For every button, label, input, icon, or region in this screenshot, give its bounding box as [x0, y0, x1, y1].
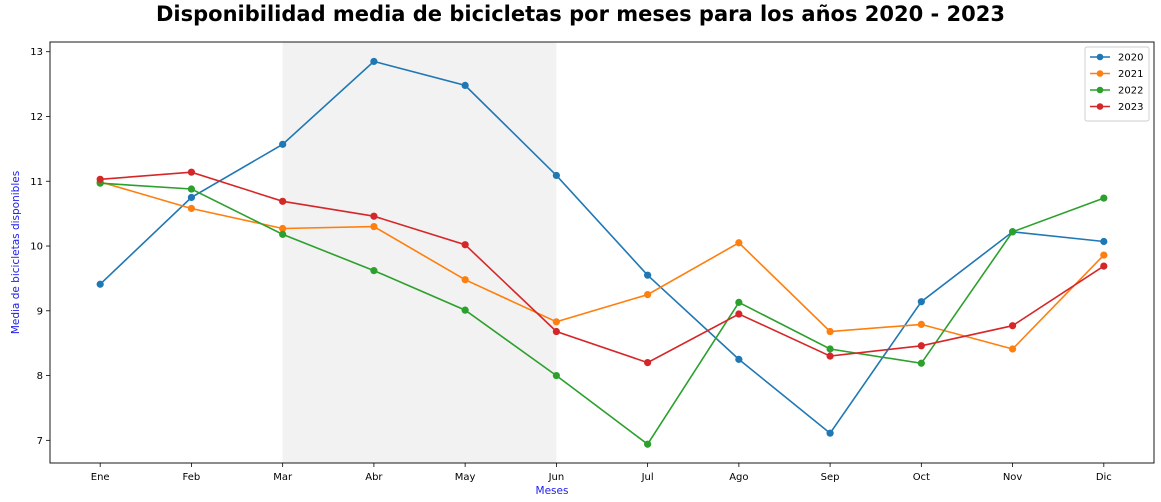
data-point-2022 — [1100, 194, 1108, 202]
legend-item: 2023 — [1090, 102, 1143, 113]
legend-item: 2022 — [1090, 86, 1143, 97]
x-axis-label: Meses — [536, 485, 569, 497]
data-point-2021 — [735, 239, 743, 247]
data-point-2023 — [279, 197, 287, 205]
y-axis: 7 8 9 10 11 12 13 — [30, 47, 50, 447]
legend-swatch-marker — [1096, 103, 1104, 110]
plot-frame — [49, 41, 1155, 464]
data-point-2022 — [917, 359, 925, 367]
x-tick-label: Dic — [1096, 472, 1112, 483]
data-point-2020 — [279, 140, 287, 148]
data-point-2020 — [826, 429, 834, 437]
data-point-2020 — [461, 81, 469, 89]
data-point-2022 — [187, 185, 196, 193]
series-line-2022 — [100, 182, 1105, 446]
legend: 2020 2021 2022 2023 — [1084, 46, 1150, 122]
y-axis-label: Media de bicicletas disponibles — [10, 171, 22, 334]
data-point-2021 — [644, 291, 652, 299]
data-point-2020 — [1100, 237, 1108, 246]
data-point-2023 — [552, 327, 560, 336]
data-point-2023 — [917, 342, 925, 350]
legend-swatch-marker — [1096, 86, 1104, 94]
data-point-2023 — [461, 241, 469, 249]
legend-item: 2021 — [1090, 69, 1143, 80]
series-line-2023 — [100, 171, 1105, 364]
y-tick-label: 8 — [37, 371, 43, 382]
y-tick-label: 12 — [30, 112, 43, 123]
data-point-2022 — [279, 230, 287, 238]
data-point-2021 — [552, 318, 560, 326]
series-2020 — [96, 57, 1108, 437]
chart-title: Disponibilidad media de bicicletas por m… — [156, 2, 1005, 26]
data-point-2021 — [187, 204, 196, 213]
data-point-2022 — [735, 298, 743, 306]
x-axis: Ene Feb Mar Abr May Jun Jul Ago Sep Oct Nov Dic — [91, 463, 1112, 483]
x-tick-label: Jun — [548, 472, 565, 483]
data-point-2022 — [461, 306, 469, 314]
legend-swatch-marker — [1096, 53, 1104, 61]
data-point-2023 — [735, 310, 743, 318]
data-point-2022 — [1008, 228, 1017, 236]
x-tick-label: Ago — [729, 472, 748, 483]
x-tick-label: Jul — [641, 472, 654, 483]
data-point-2023 — [1100, 262, 1108, 270]
data-point-2023 — [1008, 322, 1017, 330]
data-point-2020 — [552, 171, 560, 180]
x-tick-label: Sep — [821, 472, 840, 483]
x-tick-label: Ene — [91, 472, 110, 483]
data-point-2023 — [826, 352, 834, 360]
data-point-2023 — [96, 175, 104, 183]
data-point-2020 — [187, 193, 196, 202]
data-point-2023 — [644, 359, 652, 367]
legend-label: 2020 — [1118, 53, 1143, 64]
y-tick-label: 9 — [37, 306, 43, 317]
x-tick-label: Feb — [183, 472, 201, 483]
data-point-2020 — [735, 355, 743, 363]
data-point-2023 — [187, 168, 196, 176]
data-point-2020 — [644, 271, 652, 279]
y-tick-label: 11 — [30, 177, 43, 188]
y-tick-label: 13 — [30, 47, 43, 58]
data-point-2022 — [370, 267, 378, 275]
data-point-2022 — [826, 345, 834, 353]
x-tick-label: Nov — [1003, 472, 1023, 483]
series-layer — [96, 57, 1108, 448]
legend-label: 2021 — [1118, 69, 1143, 80]
data-point-2020 — [96, 280, 104, 288]
data-point-2021 — [370, 222, 378, 231]
data-point-2021 — [917, 320, 925, 328]
data-point-2022 — [552, 371, 560, 380]
x-tick-label: May — [455, 472, 476, 483]
data-point-2023 — [370, 212, 378, 220]
series-line-2021 — [99, 181, 1105, 350]
x-tick-label: Abr — [365, 472, 383, 483]
series-2022 — [96, 179, 1108, 448]
legend-swatch-marker — [1096, 70, 1104, 77]
series-2023 — [96, 168, 1108, 367]
data-point-2020 — [370, 57, 378, 66]
legend-label: 2022 — [1118, 86, 1143, 97]
x-tick-label: Mar — [273, 472, 293, 483]
x-tick-label: Oct — [913, 472, 930, 483]
data-point-2021 — [1100, 251, 1108, 259]
y-tick-label: 7 — [37, 436, 43, 447]
data-point-2020 — [917, 298, 925, 306]
data-point-2021 — [1008, 345, 1017, 353]
data-point-2021 — [461, 276, 469, 284]
legend-box — [1084, 46, 1150, 122]
legend-item: 2020 — [1090, 53, 1143, 64]
series-2021 — [96, 178, 1108, 353]
data-point-2021 — [826, 327, 834, 336]
legend-label: 2023 — [1118, 102, 1143, 113]
series-line-2020 — [99, 60, 1104, 435]
y-tick-label: 10 — [30, 242, 43, 253]
data-point-2021 — [279, 224, 287, 233]
data-point-2022 — [644, 440, 652, 448]
